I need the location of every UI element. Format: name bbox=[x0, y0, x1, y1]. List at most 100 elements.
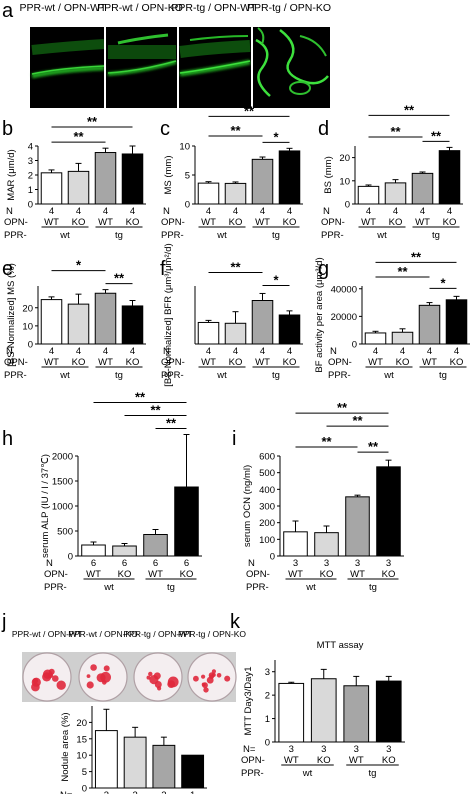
opn-row-label: OPN- bbox=[161, 217, 185, 228]
ppr-genotype: wt bbox=[305, 582, 316, 593]
significance-label: * bbox=[440, 275, 446, 290]
significance-label: ** bbox=[114, 271, 125, 286]
panel-label-b: b bbox=[2, 118, 13, 140]
stained-nodule bbox=[103, 665, 110, 672]
bar bbox=[94, 152, 117, 205]
stained-nodule bbox=[90, 664, 97, 671]
n-value: 4 bbox=[287, 346, 292, 357]
y-tick-label: 2000 bbox=[52, 452, 73, 463]
opn-genotype: WT bbox=[201, 217, 216, 228]
stained-nodule bbox=[56, 680, 66, 690]
y-tick-label: 10 bbox=[76, 751, 87, 762]
n-row-label: N bbox=[330, 346, 337, 357]
chart-b: 0 1 2 3 4 MAR (μm/d) **** N 4 4 4 4 OPN- WT KO WT KO PPR-… bbox=[4, 114, 146, 241]
bar bbox=[197, 182, 220, 205]
n-value: 4 bbox=[103, 346, 108, 357]
panel-j-caption-3: PPR-tg / OPN-WT bbox=[124, 629, 193, 639]
n-value: 4 bbox=[49, 206, 54, 217]
stained-nodule bbox=[148, 671, 153, 677]
bar bbox=[152, 744, 176, 789]
significance-label: ** bbox=[352, 413, 363, 428]
n-value: 4 bbox=[420, 206, 425, 217]
y-tick-label: 0 bbox=[345, 200, 350, 211]
y-tick-label: 0 bbox=[265, 738, 270, 749]
stained-nodule bbox=[224, 675, 231, 682]
y-tick-label: 2 bbox=[265, 691, 270, 702]
ppr-genotype: wt bbox=[59, 230, 70, 241]
ppr-genotype: tg bbox=[167, 582, 175, 593]
stained-nodule bbox=[211, 669, 216, 674]
n-value: 4 bbox=[76, 206, 81, 217]
n-value: 4 bbox=[233, 206, 238, 217]
ppr-genotype: tg bbox=[369, 582, 377, 593]
panel-label-h: h bbox=[2, 428, 13, 450]
ppr-genotype: tg bbox=[272, 230, 280, 241]
opn-genotype: WT bbox=[361, 217, 376, 228]
stained-nodule bbox=[43, 669, 53, 679]
y-tick-label: 500 bbox=[259, 468, 275, 479]
opn-genotype: KO bbox=[126, 217, 140, 228]
bar bbox=[357, 185, 380, 205]
n-value: 4 bbox=[373, 346, 378, 357]
panel-a-micrographs: PPR-wt / OPN-WT PPR-wt / OPN-KO PPR-tg /… bbox=[20, 2, 331, 108]
y-tick-label: 20 bbox=[339, 153, 350, 164]
bar bbox=[283, 531, 308, 557]
opn-genotype: WT bbox=[349, 755, 364, 766]
bar bbox=[67, 170, 90, 205]
panel-a-caption-2: PPR-wt / OPN-KO bbox=[97, 2, 183, 14]
n-row-label: N bbox=[46, 558, 53, 569]
bar bbox=[343, 685, 370, 743]
y-tick-label: 10 bbox=[339, 176, 350, 187]
opn-row-label: OPN- bbox=[4, 217, 28, 228]
opn-genotype: WT bbox=[284, 755, 299, 766]
bar bbox=[278, 150, 301, 205]
n-value: 4 bbox=[400, 346, 405, 357]
panel-a-caption-1: PPR-wt / OPN-WT bbox=[20, 2, 107, 14]
bar bbox=[411, 172, 434, 205]
stained-nodule bbox=[102, 680, 107, 685]
bar bbox=[123, 736, 147, 789]
stained-nodule bbox=[157, 686, 162, 691]
significance-label: ** bbox=[230, 259, 241, 274]
opn-genotype: KO bbox=[229, 357, 243, 368]
panel-j-caption-4: PPR-tg / OPN-KO bbox=[178, 629, 246, 639]
bar bbox=[345, 496, 370, 557]
stained-nodule bbox=[216, 673, 222, 678]
opn-row-label: OPN- bbox=[44, 569, 68, 580]
ppr-row-label: PPR- bbox=[328, 370, 351, 381]
y-tick-label: 0 bbox=[28, 200, 33, 211]
opn-genotype: KO bbox=[283, 357, 297, 368]
micrograph-3 bbox=[179, 35, 251, 77]
n-value: 3 bbox=[386, 558, 391, 569]
bar bbox=[181, 754, 205, 789]
ppr-genotype: tg bbox=[115, 370, 123, 381]
panel-label-d: d bbox=[318, 118, 329, 140]
n-value: 4 bbox=[76, 346, 81, 357]
ppr-genotype: wt bbox=[59, 370, 70, 381]
y-tick-label: 100 bbox=[259, 535, 275, 546]
y-tick-label: 0 bbox=[28, 340, 33, 351]
panel-a-caption-4: PPR-tg / OPN-KO bbox=[247, 2, 331, 14]
y-axis-label: [BS-Normalized] MS (%) bbox=[6, 263, 17, 366]
ppr-row-label: PPR- bbox=[161, 230, 184, 241]
opn-genotype: KO bbox=[229, 217, 243, 228]
stained-nodule bbox=[167, 676, 179, 688]
significance-label: ** bbox=[230, 123, 241, 138]
y-axis-label: serum OCN (ng/ml) bbox=[242, 465, 253, 547]
n-value: 4 bbox=[233, 346, 238, 357]
n-value: 6 bbox=[153, 558, 158, 569]
y-tick-label: 3 bbox=[265, 667, 270, 678]
n-value: 4 bbox=[206, 346, 211, 357]
significance-label: ** bbox=[411, 249, 422, 264]
bar bbox=[376, 466, 401, 557]
chart-k: 0 1 2 3 MTT Day3/Day1 MTT assay N= 3 3 3 3 OPN- WT KO… bbox=[241, 640, 405, 779]
significance-label: * bbox=[76, 258, 82, 273]
ppr-row-label: PPR- bbox=[4, 370, 27, 381]
y-tick-label: 4 bbox=[28, 142, 33, 153]
n-row-label: N= bbox=[243, 744, 256, 755]
opn-genotype: WT bbox=[44, 217, 59, 228]
